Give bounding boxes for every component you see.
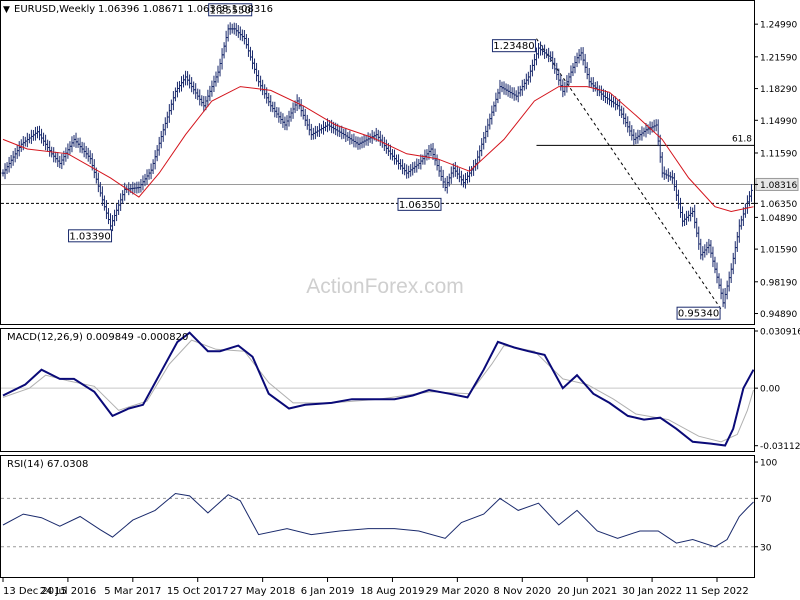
annotation-box-0 [208,3,253,17]
price-y-label-1: 1.21590 [760,53,797,63]
macd-header: MACD(12,26,9) 0.009849 -0.000820 [7,332,188,343]
annotation-label-1: 1.23480 [493,41,534,52]
price-y-label-5: 1.08316 [760,181,797,191]
macd-lines [2,331,755,447]
fib-level-label: 61.8 [732,134,752,144]
annotation-box-2 [397,197,442,211]
x-label-0: 13 Dec 2015 [3,586,67,597]
price-y-label-4: 1.11590 [760,149,797,159]
annotation-box-4 [676,306,721,320]
macd-signal-line [2,339,754,443]
annotation-label-0: 1.25550 [210,5,251,16]
price-bars [1,22,753,309]
rsi-y-label-0: 100 [760,459,777,469]
x-label-8: 8 Nov 2020 [493,586,551,597]
price-annotations: 1.25550 1.23480 1.06350 1.03390 0.95340 [68,3,721,320]
price-y-label-8: 1.01590 [760,246,797,256]
x-label-10: 30 Jan 2022 [622,586,682,597]
macd-y-label-0: 0.030916 [760,328,800,338]
x-label-9: 20 Jun 2021 [557,586,617,597]
price-y-label-6: 1.06350 [760,200,797,210]
rsi-lines [2,492,754,548]
x-label-6: 18 Aug 2019 [360,586,424,597]
annotation-box-3 [68,229,113,243]
price-y-label-3: 1.14990 [760,117,797,127]
ohlc-values: 1.06396 1.08671 1.06368 1.08316 [98,4,273,15]
rsi-line [2,492,754,548]
moving-average [2,86,754,213]
annotation-label-2: 1.06350 [399,200,440,211]
annotation-label-3: 1.03390 [69,231,110,242]
price-y-label-7: 1.04890 [760,214,797,224]
symbol-label: EURUSD,Weekly [14,4,95,15]
symbol-caret-icon[interactable]: ▼ [3,5,10,15]
price-y-label-0: 1.24990 [760,21,797,31]
watermark-text: ActionForex.com [306,275,464,298]
rsi-panel-frame [0,455,755,578]
macd-y-label-1: 0.00 [760,385,780,395]
x-label-5: 6 Jan 2019 [301,586,355,597]
price-y-label-10: 0.94890 [760,310,797,320]
macd-panel-frame [0,328,755,452]
price-y-label-9: 0.98190 [760,278,797,288]
annotation-label-4: 0.95340 [678,309,719,320]
x-label-4: 27 May 2018 [230,586,295,597]
sma-line [2,86,754,213]
price-tag-6 [756,197,798,210]
rsi-header: RSI(14) 67.0308 [7,459,88,470]
rsi-y-axis: 100 70 30 [754,459,777,553]
price-horizontal-lines: 61.8 [1,134,754,204]
x-label-1: 24 Jul 2016 [40,586,97,597]
macd-line [2,331,755,447]
annotation-box-1 [491,39,536,53]
price-panel-frame [0,0,755,325]
rsi-y-label-2: 30 [760,543,772,553]
x-label-3: 15 Oct 2017 [167,586,229,597]
macd-y-label-2: -0.031124 [760,442,800,452]
x-label-11: 11 Sep 2022 [685,586,748,597]
x-label-2: 5 Mar 2017 [104,586,161,597]
macd-y-axis: 0.030916 0.00 -0.031124 [754,328,800,452]
rsi-y-label-1: 70 [760,495,772,505]
price-y-label-2: 1.18290 [760,85,797,95]
x-label-7: 29 Mar 2020 [426,586,489,597]
price-y-axis: 1.24990 1.21590 1.18290 1.14990 1.11590 1.083… [754,21,799,320]
